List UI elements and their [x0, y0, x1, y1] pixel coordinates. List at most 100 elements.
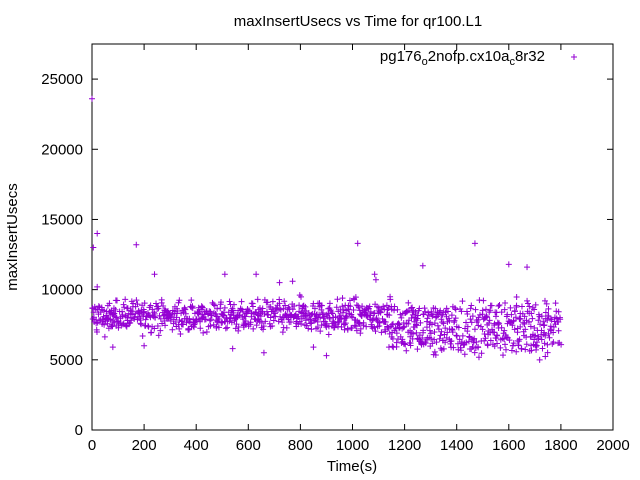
data-point	[341, 321, 348, 328]
data-point	[393, 330, 400, 337]
data-point	[448, 338, 455, 345]
data-point	[540, 322, 547, 329]
data-point	[375, 304, 382, 311]
x-tick-label: 1400	[440, 437, 473, 454]
data-point	[101, 333, 108, 340]
legend-label-part-2: 2nofp.cx10a	[428, 48, 510, 65]
data-point	[298, 320, 305, 327]
data-point-outlier	[385, 344, 392, 351]
data-point	[550, 339, 557, 346]
data-point	[502, 300, 509, 307]
data-point	[305, 325, 312, 332]
data-point	[440, 320, 447, 327]
data-point	[442, 339, 449, 346]
plot-frame	[91, 43, 614, 431]
data-point	[541, 340, 548, 347]
y-tick-label: 15000	[41, 211, 83, 228]
data-point	[405, 320, 412, 327]
data-point	[329, 310, 336, 317]
data-point	[500, 352, 507, 359]
data-point	[338, 324, 345, 331]
data-point	[511, 326, 518, 333]
data-point	[199, 304, 206, 311]
data-point	[387, 296, 394, 303]
data-point	[141, 308, 148, 315]
data-point	[537, 321, 544, 328]
data-point	[207, 322, 214, 329]
data-point	[524, 297, 531, 304]
data-point	[210, 321, 217, 328]
data-point	[468, 319, 475, 326]
data-point	[493, 309, 500, 316]
data-point	[557, 316, 564, 323]
data-point	[235, 324, 242, 331]
data-point	[538, 336, 545, 343]
data-point	[518, 345, 525, 352]
data-point	[289, 306, 296, 313]
data-point-outlier	[109, 344, 116, 351]
data-point	[318, 306, 325, 313]
legend-label-subscript-1: o	[422, 56, 428, 68]
data-point	[314, 318, 321, 325]
data-point	[127, 307, 134, 314]
data-point	[158, 296, 165, 303]
data-point	[345, 306, 352, 313]
data-point	[483, 314, 490, 321]
data-point-outlier	[419, 262, 426, 269]
data-point	[535, 317, 542, 324]
data-point	[536, 356, 543, 363]
data-point	[123, 323, 130, 330]
data-point	[522, 326, 529, 333]
data-point	[496, 301, 503, 308]
data-point	[395, 320, 402, 327]
data-point	[437, 332, 444, 339]
data-point	[120, 301, 127, 308]
data-point	[174, 307, 181, 314]
data-point	[351, 322, 358, 329]
data-point	[434, 322, 441, 329]
y-tick-label: 0	[75, 422, 83, 439]
data-point	[453, 333, 460, 340]
data-point	[122, 296, 129, 303]
data-point	[435, 326, 442, 333]
data-point	[545, 305, 552, 312]
data-point	[257, 313, 264, 320]
data-point	[157, 315, 164, 322]
data-point	[529, 304, 536, 311]
data-point	[169, 311, 176, 318]
data-point	[145, 322, 152, 329]
data-point	[244, 308, 251, 315]
data-point	[260, 326, 267, 333]
data-point	[509, 342, 516, 349]
x-axis: 0 200 400 600 800 1000 1200 1400 1600 1800 2000	[88, 44, 630, 454]
data-point	[141, 300, 148, 307]
data-point-outlier	[323, 352, 330, 359]
data-point	[421, 305, 428, 312]
data-point	[148, 329, 155, 336]
x-tick-label: 1000	[336, 437, 369, 454]
x-tick-label: 600	[236, 437, 261, 454]
data-point-outlier	[276, 279, 283, 286]
data-point	[314, 324, 321, 331]
data-point	[533, 343, 540, 350]
data-point	[318, 302, 325, 309]
legend: pg176o2nofp.cx10ac8r32	[380, 48, 577, 68]
data-point	[498, 309, 505, 316]
data-point	[279, 329, 286, 336]
data-point	[442, 325, 449, 332]
data-point	[155, 332, 162, 339]
legend-label-subscript-2: c	[509, 56, 515, 68]
data-point	[452, 315, 459, 322]
data-point	[417, 319, 424, 326]
data-point	[515, 342, 522, 349]
data-point	[376, 322, 383, 329]
data-point	[425, 309, 432, 316]
data-point	[188, 304, 195, 311]
data-point-outlier	[133, 241, 140, 248]
data-point	[509, 322, 516, 329]
data-point	[311, 305, 318, 312]
data-point	[280, 305, 287, 312]
data-point-outlier	[310, 344, 317, 351]
data-point	[276, 296, 283, 303]
data-point	[446, 317, 453, 324]
